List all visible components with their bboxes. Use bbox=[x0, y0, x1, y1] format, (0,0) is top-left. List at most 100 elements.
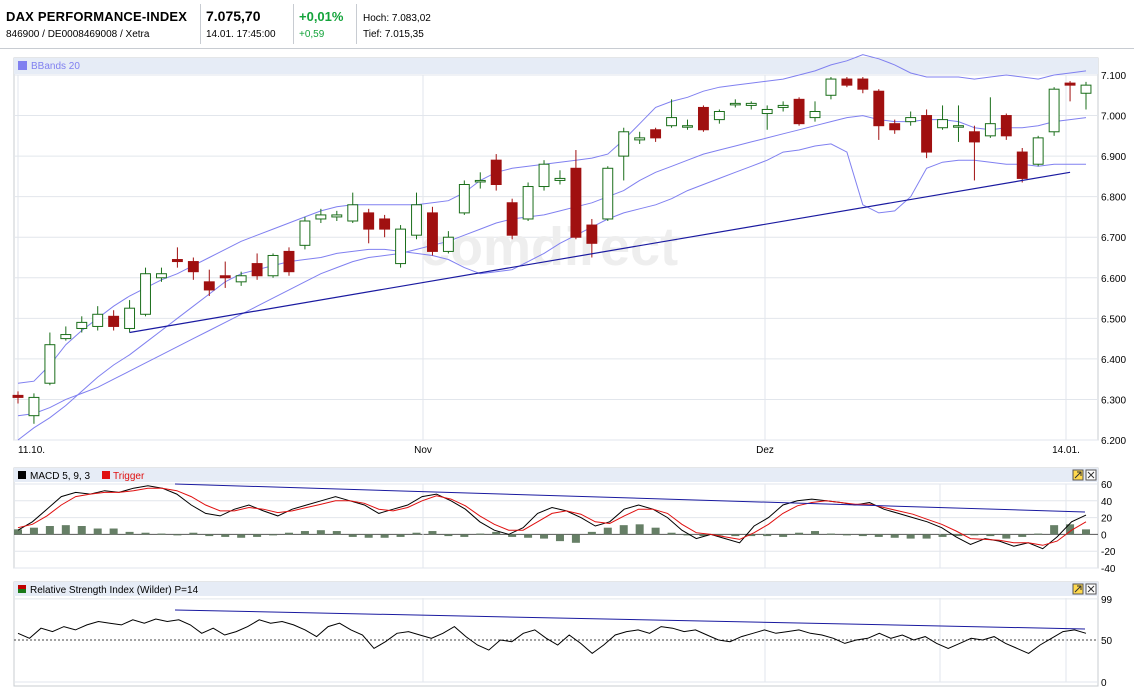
macd-histogram-bar bbox=[811, 531, 820, 535]
rsi-close-button[interactable] bbox=[1085, 583, 1097, 595]
macd-histogram-bar bbox=[77, 526, 86, 535]
macd-histogram-bar bbox=[619, 525, 628, 535]
candle bbox=[395, 225, 407, 268]
candle bbox=[363, 208, 375, 244]
close-icon bbox=[1087, 585, 1095, 593]
candle-body bbox=[156, 273, 167, 279]
macd-legend-swatch bbox=[18, 471, 26, 479]
candle bbox=[618, 127, 630, 181]
macd-histogram-bar bbox=[1066, 524, 1075, 535]
macd-histogram-bar bbox=[906, 534, 915, 539]
macd-close-button[interactable] bbox=[1085, 469, 1097, 481]
date-tick-label: Dez bbox=[756, 445, 774, 456]
rsi-expand-button[interactable] bbox=[1072, 583, 1084, 595]
candle bbox=[235, 271, 247, 286]
instrument-name: DAX PERFORMANCE-INDEX bbox=[6, 9, 188, 24]
candle-body bbox=[1032, 137, 1044, 165]
candle bbox=[251, 253, 263, 280]
day-high: Hoch: 7.083,02 bbox=[363, 13, 431, 24]
macd-histogram-bar bbox=[109, 528, 118, 535]
candle bbox=[586, 218, 598, 258]
macd-histogram-bar bbox=[460, 534, 469, 537]
candle-body bbox=[506, 202, 518, 236]
candle-body bbox=[347, 204, 359, 222]
macd-histogram-bar bbox=[858, 534, 867, 537]
candle bbox=[793, 97, 805, 126]
macd-histogram-bar bbox=[157, 533, 166, 535]
candle bbox=[634, 131, 646, 144]
candle bbox=[761, 105, 773, 130]
date-tick-label: Nov bbox=[414, 445, 432, 456]
macd-histogram-bar bbox=[412, 532, 421, 535]
candle bbox=[1048, 87, 1060, 136]
candle-body bbox=[124, 307, 136, 329]
candle-body bbox=[458, 184, 470, 214]
macd-axis: 60 40 20 0 -20 -40 bbox=[1101, 480, 1116, 575]
macd-histogram-bar bbox=[93, 528, 102, 535]
quote-datetime: 14.01. 17:45:00 bbox=[206, 29, 276, 40]
rsi-line bbox=[17, 618, 1087, 655]
close-icon bbox=[1087, 471, 1095, 479]
candle-body bbox=[363, 212, 375, 230]
candle-body bbox=[634, 137, 646, 141]
price-tick-label: 6.900 bbox=[1101, 152, 1126, 163]
macd-histogram-bar bbox=[364, 534, 373, 538]
candle-body bbox=[235, 275, 247, 283]
macd-tick-label: 40 bbox=[1101, 497, 1113, 508]
candle-body bbox=[841, 78, 853, 86]
candle-body bbox=[395, 228, 407, 265]
candle-body bbox=[108, 315, 120, 327]
macd-histogram-bar bbox=[332, 531, 341, 535]
candle-body bbox=[538, 163, 550, 188]
candle bbox=[474, 172, 486, 189]
instrument-ids: 846900 / DE0008469008 / Xetra bbox=[6, 29, 150, 40]
macd-histogram-bar bbox=[316, 530, 325, 535]
candle-body bbox=[682, 125, 693, 128]
macd-histogram-bar bbox=[428, 531, 437, 535]
candle-body bbox=[666, 117, 677, 127]
macd-histogram-bar bbox=[603, 527, 612, 535]
price-tick-label: 6.600 bbox=[1101, 274, 1126, 285]
candle bbox=[538, 160, 550, 191]
candle bbox=[76, 316, 88, 333]
macd-histogram-bar bbox=[683, 534, 692, 536]
macd-histogram-bar bbox=[890, 534, 899, 538]
macd-expand-button[interactable] bbox=[1072, 469, 1084, 481]
macd-histogram-bar bbox=[874, 534, 883, 537]
candle bbox=[92, 306, 104, 331]
candle-body bbox=[921, 115, 933, 153]
macd-line bbox=[17, 485, 1087, 550]
macd-tick-label: -20 bbox=[1101, 547, 1116, 558]
macd-histogram-bar bbox=[1002, 534, 1011, 539]
candle-body bbox=[171, 259, 183, 263]
candle bbox=[379, 214, 391, 238]
macd-histogram bbox=[14, 524, 1090, 543]
candle bbox=[809, 101, 821, 122]
candle-body bbox=[203, 281, 215, 291]
candle-body bbox=[522, 186, 534, 220]
candle bbox=[12, 391, 24, 404]
macd-histogram-bar bbox=[61, 525, 70, 535]
bband-lower bbox=[17, 143, 1086, 441]
price-tick-label: 6.700 bbox=[1101, 233, 1126, 244]
candle bbox=[203, 269, 215, 297]
rsi-grid bbox=[14, 598, 1098, 683]
candle bbox=[60, 326, 72, 341]
macd-histogram-bar bbox=[125, 531, 134, 535]
support-trendline bbox=[129, 171, 1071, 334]
candle-body bbox=[650, 129, 662, 139]
macd-legend: MACD 5, 9, 3 bbox=[30, 471, 90, 482]
candle bbox=[347, 192, 359, 224]
trigger-line bbox=[17, 487, 1087, 546]
candle bbox=[953, 105, 964, 142]
candle-body bbox=[968, 131, 980, 143]
candle-body bbox=[12, 394, 24, 398]
candle bbox=[921, 109, 933, 159]
candle-body bbox=[427, 212, 438, 252]
date-tick-label: 14.01. bbox=[1052, 445, 1080, 456]
rsi-tick-label: 99 bbox=[1101, 595, 1113, 606]
candle-body bbox=[60, 334, 72, 340]
candle-body bbox=[1064, 82, 1076, 86]
candlesticks bbox=[12, 77, 1092, 424]
macd-histogram-bar bbox=[922, 534, 931, 539]
